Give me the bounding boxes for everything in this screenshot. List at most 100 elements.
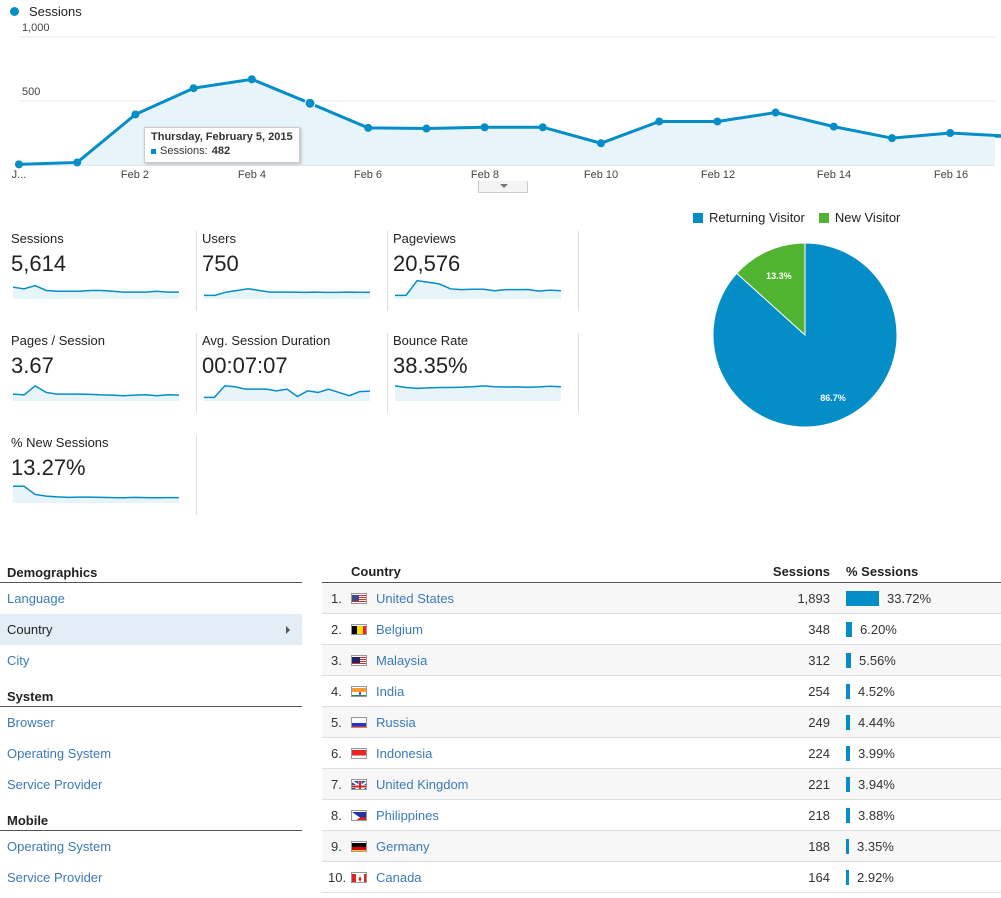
pct-bar: [846, 870, 849, 885]
flag-part: [352, 663, 366, 664]
nav-item-service-provider[interactable]: Service Provider: [0, 769, 302, 800]
returning-visitor-swatch: [693, 212, 703, 223]
country-link[interactable]: Russia: [376, 715, 416, 730]
y-tick-label: 500: [22, 86, 40, 98]
country-link[interactable]: Germany: [376, 839, 430, 854]
flag-part: [352, 817, 366, 820]
scorecard-label: Pages / Session: [11, 333, 105, 348]
country-link[interactable]: Philippines: [376, 808, 439, 823]
sparkline-line: [13, 485, 179, 499]
sessions-value: 164: [808, 870, 830, 885]
scorecard-sparkline: [394, 385, 562, 401]
scorecard-sparkline: [204, 288, 371, 299]
sessions-value: 254: [808, 684, 830, 699]
ca-flag-icon: [352, 874, 366, 882]
row-rank: 6.: [331, 746, 342, 761]
scorecard-label: Avg. Session Duration: [202, 333, 331, 348]
scorecard[interactable]: Bounce Rate 38.35%: [393, 333, 579, 413]
flag-part: [352, 785, 366, 788]
nav-item-country[interactable]: Country: [0, 614, 302, 645]
data-point: [888, 134, 896, 143]
data-point: [480, 123, 489, 132]
sessions-legend-label: Sessions: [29, 4, 82, 19]
nav-item-label: Country: [7, 622, 53, 637]
scorecard[interactable]: Sessions 5,614: [11, 231, 197, 311]
dimension-nav: Demographics Language Country City System Bro…: [0, 562, 302, 893]
country-link[interactable]: United States: [376, 591, 455, 606]
data-point: [73, 158, 82, 167]
pie-legend-new[interactable]: New Visitor: [818, 210, 900, 225]
data-point: [364, 123, 373, 132]
in-flag: [351, 686, 367, 697]
x-tick-label: Feb 8: [471, 169, 499, 181]
table-row: 6. Indonesia 224 3.99%: [322, 738, 1001, 769]
nav-item-language[interactable]: Language: [0, 583, 302, 614]
row-rank: 1.: [331, 591, 342, 606]
row-rank: 10.: [328, 870, 347, 885]
pct-bar: [846, 808, 850, 823]
flag-part: [352, 750, 366, 756]
x-tick-label: Feb 10: [584, 169, 618, 181]
pie-legend-label: Returning Visitor: [709, 210, 805, 225]
scorecard[interactable]: Users 750: [202, 231, 388, 311]
ph-flag-icon: [352, 812, 366, 820]
nav-item-operating-system[interactable]: Operating System: [0, 831, 302, 862]
flag-part: [352, 657, 360, 663]
pie-legend-returning[interactable]: Returning Visitor: [693, 210, 805, 225]
pct-bar: [846, 839, 849, 854]
nav-item-browser[interactable]: Browser: [0, 707, 302, 738]
table-row: 5. Russia 249 4.44%: [322, 707, 1001, 738]
pct-value: 6.20%: [860, 622, 897, 637]
flag-part: [352, 695, 366, 696]
nav-item-city[interactable]: City: [0, 645, 302, 676]
header-country[interactable]: Country: [351, 564, 401, 579]
visitor-type-pie-chart[interactable]: 86.7% 13.3%: [700, 235, 910, 435]
scorecard[interactable]: Pageviews 20,576: [393, 231, 579, 311]
chart-collapse-handle[interactable]: [478, 181, 528, 193]
flag-part: [352, 812, 360, 820]
header-pct-sessions[interactable]: % Sessions: [846, 564, 919, 579]
country-link[interactable]: Indonesia: [376, 746, 433, 761]
my-flag-icon: [352, 657, 367, 666]
scorecard[interactable]: Pages / Session 3.67: [11, 333, 197, 413]
country-link[interactable]: Belgium: [376, 622, 423, 637]
nav-item-service-provider[interactable]: Service Provider: [0, 862, 302, 893]
flag-part: [352, 665, 367, 666]
sessions-value: 224: [808, 746, 830, 761]
scorecard-label: Bounce Rate: [393, 333, 469, 348]
nav-section-gap: [0, 800, 302, 810]
sessions-over-time-chart[interactable]: 1,000 500 J... Feb 2 Feb 4 Feb 6 Feb 8 Feb 10 Fe…: [0, 0, 1001, 195]
sessions-value: 218: [808, 808, 830, 823]
sparkline-area: [13, 285, 179, 299]
pct-value: 33.72%: [887, 591, 932, 606]
flag-part: [352, 688, 366, 692]
pct-bar: [846, 777, 850, 792]
tooltip-date: Thursday, February 5, 2015: [151, 131, 293, 143]
nav-item-label: Operating System: [7, 839, 112, 854]
country-link[interactable]: Malaysia: [376, 653, 428, 668]
scorecard-label: Users: [202, 231, 236, 246]
data-point: [771, 108, 780, 117]
scorecard[interactable]: % New Sessions 13.27%: [11, 435, 197, 515]
header-sessions[interactable]: Sessions: [772, 564, 830, 579]
pct-value: 3.94%: [858, 777, 895, 792]
country-link[interactable]: Canada: [376, 870, 422, 885]
flag-part: [352, 595, 359, 601]
scorecard[interactable]: Avg. Session Duration 00:07:07: [202, 333, 388, 413]
row-rank: 7.: [331, 777, 342, 792]
sessions-value: 1,893: [797, 591, 830, 606]
country-link[interactable]: United Kingdom: [376, 777, 469, 792]
sessions-chart-svg[interactable]: 1,000 500 J... Feb 2 Feb 4 Feb 6 Feb 8 Feb 10 Fe…: [0, 0, 1001, 195]
nav-item-operating-system[interactable]: Operating System: [0, 738, 302, 769]
nav-item-label: Service Provider: [7, 777, 103, 792]
gb-flag: [351, 779, 367, 790]
sparkline-area: [395, 385, 561, 401]
pct-bar: [846, 591, 879, 606]
country-link[interactable]: India: [376, 684, 405, 699]
x-tick-label: J...: [12, 169, 27, 181]
data-point: [304, 97, 316, 109]
sessions-value: 188: [808, 839, 830, 854]
data-point: [829, 122, 838, 131]
id-flag: [351, 748, 367, 759]
data-point: [189, 84, 198, 93]
